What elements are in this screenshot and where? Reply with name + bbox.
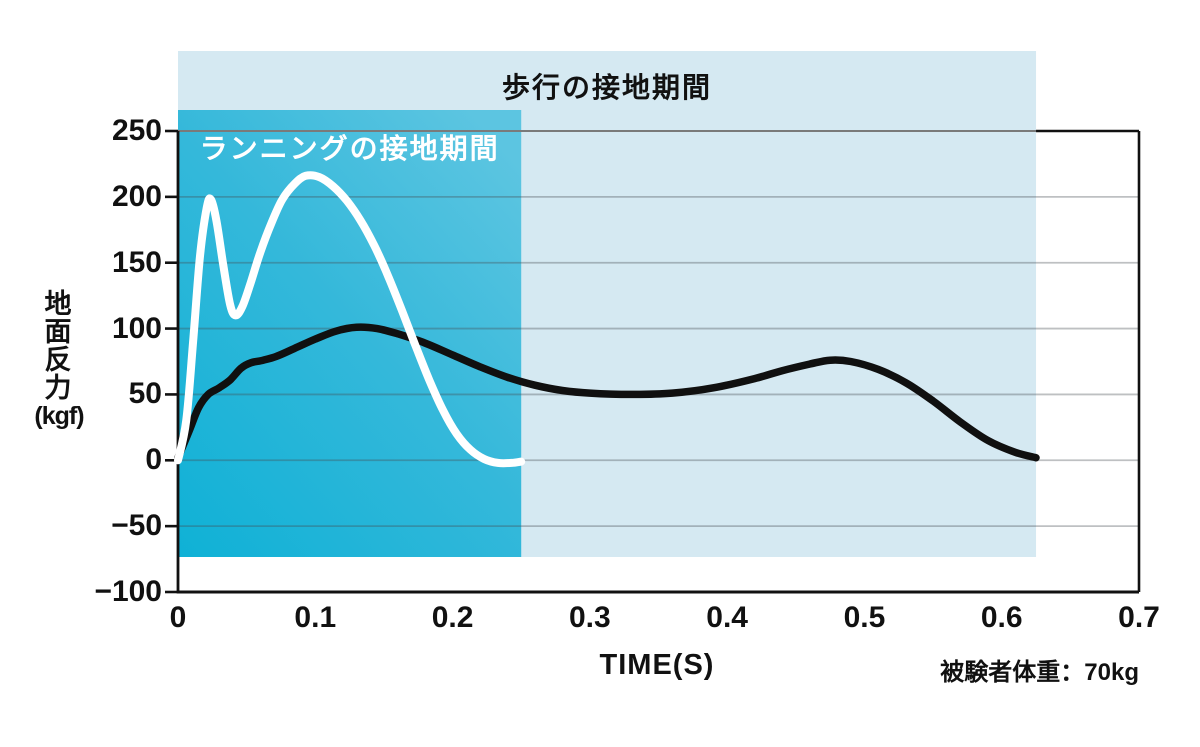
gridlines: [178, 130, 1139, 528]
x-tick-label: 0.5: [843, 601, 886, 634]
x-tick-label: 0.2: [431, 601, 474, 634]
x-tick-label: 0: [169, 601, 187, 634]
running-contact-band: [178, 110, 522, 557]
subject-weight-note: 被験者体重：70kg: [940, 659, 1139, 686]
y-axis-title-char: 反: [44, 345, 72, 375]
y-tick-label: −100: [94, 575, 162, 608]
y-tick-label: 200: [111, 179, 162, 213]
x-axis-title: TIME(S): [599, 649, 715, 681]
walking-band-label: 歩行の接地期間: [502, 72, 713, 103]
y-axis-unit-label: (kgf): [34, 402, 84, 430]
y-tick-label: 150: [111, 245, 162, 279]
y-axis-title-char: 力: [44, 373, 72, 403]
x-tick-label: 0.7: [1118, 601, 1160, 634]
axis-frame: [176, 129, 1141, 594]
x-tick-label: 0.6: [980, 601, 1023, 634]
running-band-label: ランニングの接地期間: [199, 133, 500, 164]
y-axis-title-char: 地: [44, 289, 72, 319]
walking-force-curve: [174, 323, 1040, 462]
y-tick-label: 50: [128, 377, 162, 411]
y-tick-label: 0: [145, 443, 162, 477]
y-axis-title: 地面反力: [39, 290, 77, 402]
y-tick-label: −50: [111, 509, 162, 543]
x-tick-label: 0.3: [568, 601, 611, 634]
x-tick-label: 0.4: [706, 601, 748, 634]
y-tick-label: 250: [111, 114, 162, 147]
x-tick-label: 0.1: [294, 601, 337, 634]
y-axis-title-char: 面: [44, 317, 72, 347]
y-axis-ticks: [165, 129, 178, 594]
running-force-curve: [174, 171, 526, 468]
y-tick-label: 100: [111, 311, 162, 345]
